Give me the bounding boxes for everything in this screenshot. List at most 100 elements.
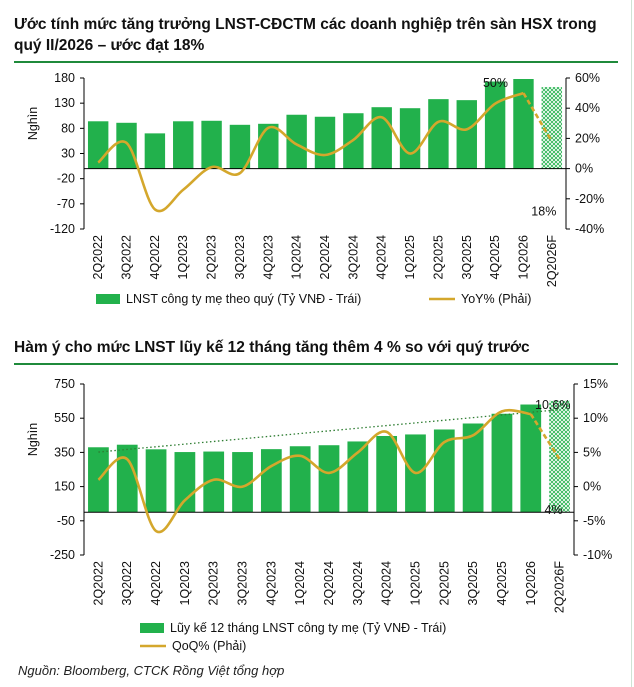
chart1-xtick-label: 2Q2026F <box>545 235 559 287</box>
chart1-xtick-label: 4Q2022 <box>148 235 162 280</box>
chart1-bar <box>258 123 279 169</box>
chart1-plot: 180 130 80 30 -20 -70 -120 60% 40% 20% 0% -20% -40% N… <box>26 71 604 306</box>
chart1-legend-line-label: YoY% (Phải) <box>461 292 531 306</box>
chart2-xtick-label: 4Q2024 <box>380 561 394 606</box>
chart2-xtick-label: 2Q2024 <box>322 561 336 606</box>
chart1-annotation: 50% <box>483 76 508 90</box>
chart1-ytick-label: 80 <box>61 121 75 135</box>
chart2-title: Hàm ý cho mức LNST lũy kế 12 tháng tăng … <box>14 339 530 356</box>
chart1-ytick-label: 130 <box>54 96 75 110</box>
chart1-y2tick-label: 40% <box>575 101 600 115</box>
chart2-bar <box>549 400 570 513</box>
chart1-y2tick-label: -20% <box>575 192 604 206</box>
chart1-xtick-label: 1Q2023 <box>176 235 190 280</box>
chart2-y2tick-label: 10% <box>583 411 608 425</box>
chart2-xtick-label: 4Q2022 <box>149 561 163 606</box>
chart1-bar <box>484 81 506 169</box>
chart1-xtick-label: 3Q2023 <box>233 235 247 280</box>
chart1-annotation: 18% <box>531 204 556 218</box>
chart1-xtick-label: 1Q2024 <box>290 235 304 280</box>
chart1-ytick-label: 30 <box>61 147 75 161</box>
chart1-xtick-label: 2Q2023 <box>205 235 219 280</box>
chart2-bar <box>347 441 369 513</box>
page-edge-line <box>631 0 632 687</box>
chart2-plot: 750 550 350 150 -50 -250 15% 10% 5% 0% -5% -10% Nghì… <box>26 377 612 653</box>
chart1-y2tick-label: 60% <box>575 71 600 85</box>
chart1-bar <box>229 124 251 169</box>
chart1-bar <box>513 79 534 169</box>
chart2-xtick-label: 2Q2026F <box>553 561 567 613</box>
chart2-annotation: 10,6% <box>535 398 570 412</box>
chart2-bar <box>462 423 484 513</box>
chart2-bar <box>433 429 455 513</box>
chart2-xtick-label: 2Q2023 <box>207 561 221 606</box>
chart2-bar <box>232 452 253 513</box>
chart1-xtick-label: 2Q2022 <box>91 235 105 280</box>
chart2-ylabel: Nghìn <box>26 423 40 456</box>
chart2-ytick-label: -50 <box>57 514 75 528</box>
chart2-xtick-label: 3Q2024 <box>351 561 365 606</box>
chart2-ytick-label: -250 <box>50 548 75 562</box>
chart1-bar <box>314 116 336 169</box>
chart2-xtick-label: 2Q2022 <box>91 561 105 606</box>
chart2-bar <box>289 446 311 513</box>
chart1-bar <box>116 122 137 169</box>
chart2-xtick-label: 2Q2025 <box>437 561 451 606</box>
chart2-bar <box>116 444 138 513</box>
source-note: Nguồn: Bloomberg, CTCK Rồng Việt tổng hợ… <box>18 663 285 678</box>
chart1-xtick-label: 1Q2025 <box>403 235 417 280</box>
chart1-title: Ước tính mức tăng trưởng LNST-CĐCTM các … <box>14 16 597 54</box>
chart1-title-rule <box>14 61 618 63</box>
chart1-bar <box>286 114 307 169</box>
chart1-bar <box>144 133 166 169</box>
chart1-bar <box>399 108 421 169</box>
chart1-line-forecast <box>522 92 553 143</box>
chart1-xtick-label: 4Q2024 <box>375 235 389 280</box>
chart2-y2tick-label: 5% <box>583 445 601 459</box>
chart1-line-series <box>97 91 524 213</box>
chart2-xtick-label: 3Q2022 <box>120 561 134 606</box>
chart1-y2tick-label: -40% <box>575 222 604 236</box>
chart1-ytick-label: -120 <box>50 222 75 236</box>
chart2-bar <box>318 445 340 513</box>
chart1-xtick-label: 4Q2023 <box>261 235 275 280</box>
chart2-xtick-label: 1Q2025 <box>408 561 422 606</box>
chart1-xtick-label: 2Q2025 <box>431 235 445 280</box>
chart2-bar <box>491 413 513 513</box>
chart1-bar <box>541 87 563 169</box>
chart1-ylabel: Nghìn <box>26 107 40 140</box>
chart1-y2tick-label: 0% <box>575 162 593 176</box>
chart2-xtick-label: 3Q2023 <box>236 561 250 606</box>
chart2-title-rule <box>14 363 618 365</box>
chart1-xtick-label: 4Q2025 <box>488 235 502 280</box>
chart1-xtick-label: 3Q2024 <box>346 235 360 280</box>
chart2-line-forecast <box>529 413 561 460</box>
chart1-xtick-label: 1Q2026 <box>516 235 530 280</box>
chart2-trendline <box>98 409 560 453</box>
chart2-y2tick-label: -5% <box>583 514 605 528</box>
chart2-ytick-label: 550 <box>54 411 75 425</box>
chart1-bar <box>201 120 222 169</box>
chart1-ytick-label: 180 <box>54 71 75 85</box>
chart2-bar <box>145 449 167 513</box>
chart2-legend-bar-label: Lũy kế 12 tháng LNST công ty mẹ (Tỷ VNĐ … <box>170 621 446 635</box>
chart2-annotation: 4% <box>545 503 563 517</box>
chart1-legend-bar-swatch <box>96 294 120 304</box>
chart1-xtick-label: 3Q2025 <box>460 235 474 280</box>
chart2-bar <box>174 452 196 513</box>
chart2-xtick-label: 1Q2023 <box>178 561 192 606</box>
chart2-y2tick-label: 15% <box>583 377 608 391</box>
chart1-xtick-label: 2Q2024 <box>318 235 332 280</box>
chart2-bar <box>520 404 542 513</box>
chart1-legend-bar-label: LNST công ty mẹ theo quý (Tỷ VNĐ - Trái) <box>126 292 361 306</box>
chart2-ytick-label: 750 <box>54 377 75 391</box>
chart2-xtick-label: 4Q2025 <box>495 561 509 606</box>
chart1-xtick-label: 3Q2022 <box>120 235 134 280</box>
chart2-y2tick-label: 0% <box>583 480 601 494</box>
chart2-legend-bar-swatch <box>140 623 164 633</box>
chart2-ytick-label: 150 <box>54 480 75 494</box>
chart2-xtick-label: 1Q2026 <box>524 561 538 606</box>
chart2-line-series <box>97 408 531 534</box>
chart2-y2tick-label: -10% <box>583 548 612 562</box>
chart1-ytick-label: -20 <box>57 172 75 186</box>
